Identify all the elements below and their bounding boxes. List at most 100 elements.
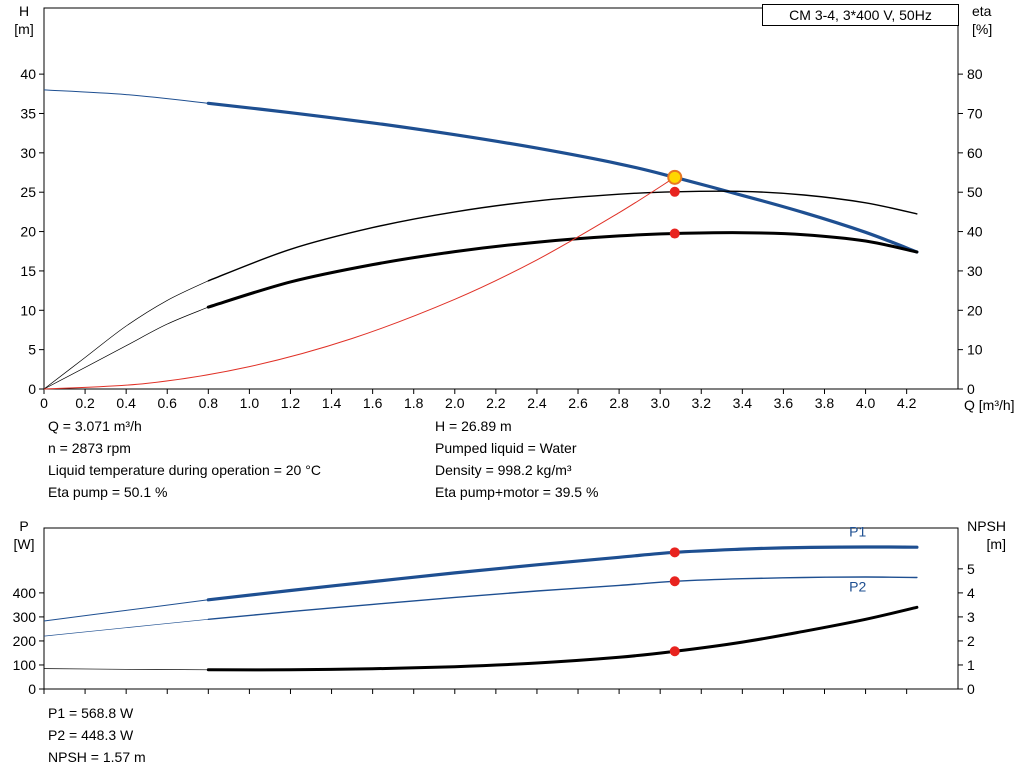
x-tick-label: 2.6: [568, 395, 588, 411]
head-curve-lead: [43, 89, 209, 104]
left-tick-label: 40: [20, 66, 36, 82]
left-tick-label: 200: [13, 633, 37, 649]
x-tick-label: 1.4: [322, 395, 342, 411]
x-tick-label: 4.0: [856, 395, 876, 411]
left-tick-label: 35: [20, 105, 36, 121]
eta-pump-curve-lead: [43, 280, 209, 390]
info-head: H = 26.89 m: [435, 418, 512, 434]
left-tick-label: 10: [20, 302, 36, 318]
eta-axis-label-symbol: eta: [972, 3, 992, 19]
right-tick-label: 10: [967, 342, 983, 358]
eta-pump-motor-curve-lead: [43, 306, 209, 390]
left-tick-label: 400: [13, 585, 37, 601]
right-tick-label: 60: [967, 145, 983, 161]
x-tick-label: 0.8: [199, 395, 219, 411]
npsh-axis-label-unit: [m]: [986, 536, 1006, 552]
info-eta-pump: Eta pump = 50.1 %: [48, 484, 168, 500]
p2-point: [669, 576, 680, 587]
result-p1: P1 = 568.8 W: [48, 705, 134, 721]
left-tick-label: 300: [13, 609, 37, 625]
x-tick-label: 2.2: [486, 395, 506, 411]
left-tick-label: 100: [13, 657, 37, 673]
h-axis-label-symbol: H: [18, 3, 30, 19]
result-p2: P2 = 448.3 W: [48, 727, 134, 743]
left-tick-label: 15: [20, 263, 36, 279]
left-tick-label: 5: [28, 342, 36, 358]
right-tick-label: 30: [967, 263, 983, 279]
npsh-curve: [206, 605, 919, 672]
npsh-axis-label: NPSH [m]: [958, 517, 1006, 553]
x-tick-label: 1.6: [363, 395, 383, 411]
npsh-axis-label-symbol: NPSH: [967, 518, 1006, 534]
left-tick-label: 30: [20, 145, 36, 161]
h-q-chart: 0 0.2 0.4 0.6 0.8 1.0 1.2 1.4 1.6 1.8 2.0 2.2 2.4 2.6…: [20, 7, 983, 411]
eta-pump-point: [669, 186, 680, 197]
duty-point[interactable]: [667, 169, 683, 185]
right-tick-label: 4: [967, 585, 975, 601]
p-axis-label-symbol: P: [19, 518, 29, 534]
x-tick-label: 0: [40, 395, 48, 411]
x-tick-label: 4.2: [897, 395, 917, 411]
left-tick-label: 20: [20, 224, 36, 240]
left-tick-label: 25: [20, 184, 36, 200]
power-npsh-chart: 0 100 200 300 400 0 1 2 3 4 5 P1 P2: [13, 523, 975, 697]
x-tick-label: 0.4: [116, 395, 136, 411]
right-tick-label: 20: [967, 302, 983, 318]
x-tick-label: 0.6: [158, 395, 178, 411]
p2-curve-label: P2: [849, 579, 866, 595]
plot-frame: [43, 7, 959, 390]
npsh-curve-lead: [43, 668, 209, 671]
left-tick-label: 0: [28, 381, 36, 397]
eta-pump-motor-curve: [206, 231, 919, 309]
x-tick-label: 2.4: [527, 395, 547, 411]
result-npsh: NPSH = 1.57 m: [48, 749, 146, 765]
npsh-point: [669, 646, 680, 657]
right-tick-label: 3: [967, 609, 975, 625]
info-speed: n = 2873 rpm: [48, 440, 131, 456]
p1-curve-lead: [43, 599, 209, 622]
x-tick-label: 0.2: [75, 395, 95, 411]
x-tick-label: 3.0: [650, 395, 670, 411]
x-tick-label: 2.8: [609, 395, 629, 411]
p1-curve: [206, 545, 919, 602]
right-tick-label: 0: [967, 381, 975, 397]
system-curve: [43, 176, 676, 390]
eta-pump-motor-point: [669, 228, 680, 239]
right-tick-label: 80: [967, 66, 983, 82]
right-tick-label: 40: [967, 224, 983, 240]
left-tick-label: 0: [28, 681, 36, 697]
h-axis-label-unit: [m]: [14, 21, 34, 37]
p1-point: [669, 547, 680, 558]
x-tick-label: 1.0: [240, 395, 260, 411]
head-curve: [206, 101, 919, 254]
eta-pump-curve: [207, 190, 918, 282]
q-axis-label: Q [m³/h]: [964, 397, 1015, 413]
right-tick-label: 50: [967, 184, 983, 200]
x-tick-label: 3.2: [692, 395, 712, 411]
info-eta-pump-motor: Eta pump+motor = 39.5 %: [435, 484, 599, 500]
x-tick-label: 1.8: [404, 395, 424, 411]
right-tick-label: 2: [967, 633, 975, 649]
p1-curve-label: P1: [849, 523, 866, 539]
p-axis-label-unit: [W]: [13, 536, 35, 552]
info-flow: Q = 3.071 m³/h: [48, 418, 142, 434]
x-tick-label: 3.6: [774, 395, 794, 411]
eta-axis-label-unit: [%]: [972, 21, 993, 37]
info-density: Density = 998.2 kg/m³: [435, 462, 572, 478]
right-tick-label: 1: [967, 657, 975, 673]
info-pumped-liquid: Pumped liquid = Water: [435, 440, 577, 456]
x-tick-label: 3.8: [815, 395, 835, 411]
x-tick-label: 3.4: [733, 395, 753, 411]
x-tick-label: 2.0: [445, 395, 465, 411]
pump-title-box: CM 3-4, 3*400 V, 50Hz: [762, 4, 959, 26]
right-tick-label: 5: [967, 561, 975, 577]
h-axis-label: H [m]: [4, 2, 44, 38]
plot-frame: [43, 527, 959, 690]
eta-axis-label: eta [%]: [972, 2, 1020, 38]
right-tick-label: 0: [967, 681, 975, 697]
x-tick-label: 1.2: [281, 395, 301, 411]
info-liquid-temp: Liquid temperature during operation = 20…: [48, 462, 321, 478]
p2-curve: [207, 576, 918, 620]
p-axis-label: P [W]: [4, 517, 44, 553]
